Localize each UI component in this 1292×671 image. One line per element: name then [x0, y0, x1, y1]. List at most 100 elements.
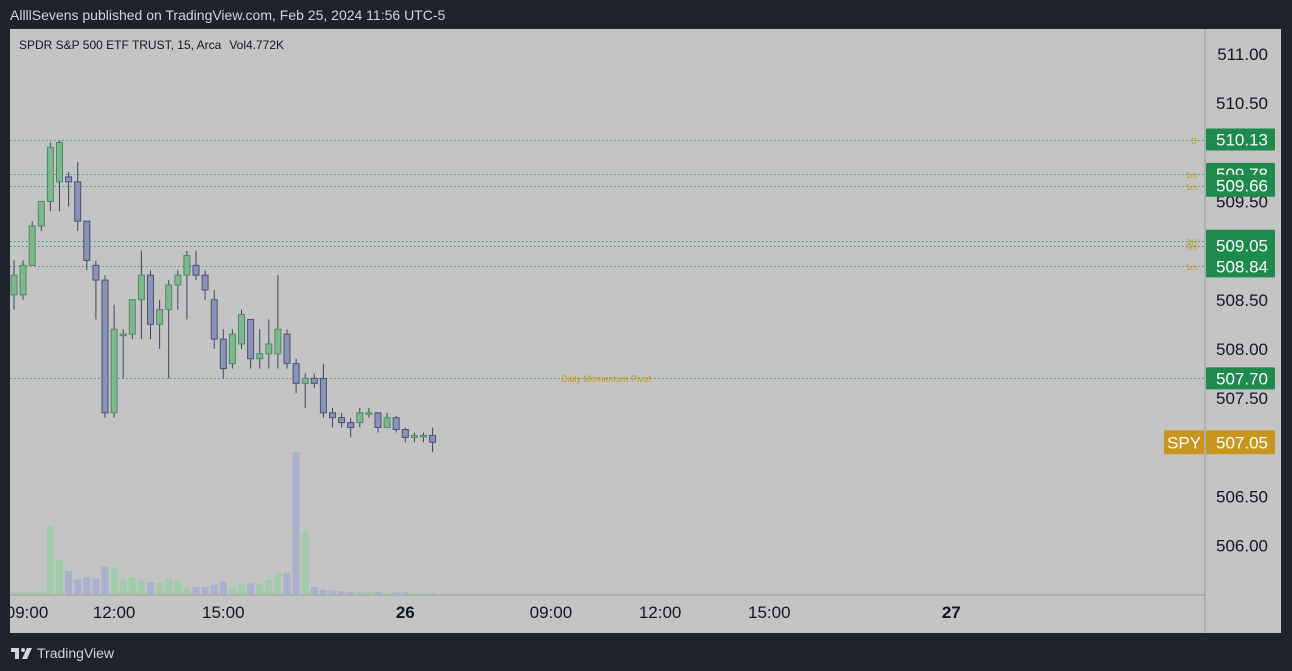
candle-body-31 — [292, 363, 300, 384]
candle-19[interactable] — [183, 250, 191, 320]
candle-body-19 — [183, 255, 191, 276]
candle-4[interactable] — [46, 142, 54, 212]
candle-36[interactable] — [338, 412, 346, 428]
x-tick-label-0: 09:00 — [10, 603, 48, 622]
volume-bar-3 — [37, 591, 45, 594]
volume-bar-28 — [265, 579, 273, 594]
candle-body-1 — [19, 264, 27, 296]
candle-13[interactable] — [128, 299, 136, 340]
candle-0[interactable] — [10, 260, 18, 310]
candle-body-6 — [65, 176, 73, 183]
chart-frame[interactable]: D 1m 1m 1H 5m 1m Daily Momentum Pivot 511.00 51… — [10, 29, 1281, 633]
volume-bar-45 — [420, 592, 427, 594]
candle-30[interactable] — [283, 329, 291, 369]
candle-37[interactable] — [347, 417, 355, 438]
tradingview-logo-icon — [11, 646, 33, 660]
candle-17[interactable] — [165, 280, 173, 379]
candle-14[interactable] — [137, 250, 145, 340]
y-tick-label-0: 511.00 — [1217, 45, 1268, 64]
candle-7[interactable] — [74, 162, 82, 231]
candlesticks[interactable] — [10, 140, 437, 453]
level-tag-0: D — [1191, 137, 1197, 146]
candle-44[interactable] — [410, 432, 418, 443]
volume-value: 4.772K — [246, 38, 284, 52]
candle-12[interactable] — [119, 329, 127, 379]
volume-bar-18 — [174, 580, 182, 594]
candle-20[interactable] — [192, 250, 200, 281]
candle-3[interactable] — [37, 200, 45, 231]
candle-45[interactable] — [420, 432, 427, 443]
candle-body-14 — [137, 274, 145, 301]
volume-bar-13 — [128, 577, 136, 594]
x-tick-label-6: 15:00 — [748, 603, 791, 622]
candle-2[interactable] — [28, 221, 36, 266]
volume-bar-9 — [92, 578, 100, 594]
level-badge-0 — [1206, 128, 1275, 151]
candle-28[interactable] — [265, 319, 273, 369]
candle-42[interactable] — [392, 415, 400, 433]
candle-body-23 — [219, 338, 227, 370]
candle-15[interactable] — [147, 270, 154, 340]
volume-bar-17 — [165, 579, 173, 594]
candle-18[interactable] — [174, 270, 182, 310]
candle-39[interactable] — [365, 407, 373, 418]
candle-6[interactable] — [65, 171, 73, 207]
candle-1[interactable] — [19, 260, 27, 300]
level-tag-4: 5m — [1186, 243, 1197, 252]
candle-46[interactable] — [429, 427, 437, 453]
candle-11[interactable] — [110, 304, 118, 418]
volume-bar-26 — [247, 583, 255, 594]
candle-8[interactable] — [83, 220, 91, 271]
candle-21[interactable] — [201, 270, 209, 300]
volume-bar-42 — [392, 592, 400, 594]
level-tag-3: 1H — [1187, 238, 1197, 247]
candle-body-15 — [147, 274, 154, 325]
volume-bar-39 — [365, 591, 373, 594]
candle-body-22 — [210, 299, 218, 340]
candle-body-20 — [192, 264, 200, 276]
candle-34[interactable] — [319, 363, 327, 418]
candle-29[interactable] — [274, 275, 282, 369]
candle-body-11 — [110, 328, 118, 414]
candle-43[interactable] — [401, 427, 409, 443]
candle-27[interactable] — [256, 329, 264, 369]
volume-bar-38 — [356, 591, 364, 594]
volume-bar-23 — [219, 581, 227, 594]
candle-40[interactable] — [374, 412, 382, 433]
volume-bars — [10, 452, 437, 594]
volume-bar-32 — [301, 530, 309, 594]
symbol-badge — [1164, 430, 1204, 455]
candle-body-29 — [274, 328, 282, 355]
y-tick-label-5: 507.50 — [1216, 389, 1268, 408]
tradingview-brand: TradingView — [37, 645, 115, 661]
candle-16[interactable] — [156, 299, 164, 349]
candle-24[interactable] — [228, 329, 236, 369]
candle-22[interactable] — [210, 289, 218, 349]
candle-body-32 — [301, 377, 309, 384]
candle-41[interactable] — [383, 412, 391, 429]
candle-35[interactable] — [329, 407, 336, 428]
candle-25[interactable] — [238, 309, 245, 349]
level-badge-label-2: 509.66 — [1216, 177, 1268, 196]
level-tag-2: 1m — [1186, 183, 1197, 192]
candle-5[interactable] — [56, 140, 63, 212]
volume-bar-30 — [283, 572, 291, 594]
candle-23[interactable] — [219, 329, 227, 379]
y-tick-label-6: 506.50 — [1216, 487, 1268, 506]
candle-26[interactable] — [247, 318, 255, 369]
candle-33[interactable] — [310, 373, 318, 389]
candle-9[interactable] — [92, 260, 100, 320]
candle-31[interactable] — [292, 358, 300, 394]
volume-bar-7 — [74, 579, 82, 594]
volume-bar-20 — [192, 586, 200, 594]
last-price-label: 507.05 — [1216, 433, 1268, 452]
candle-body-46 — [429, 434, 437, 443]
candle-10[interactable] — [101, 275, 109, 418]
volume-bar-22 — [210, 584, 218, 594]
tradingview-footer[interactable]: TradingView — [11, 643, 114, 663]
candle-38[interactable] — [356, 407, 364, 428]
candle-32[interactable] — [301, 373, 309, 408]
volume-bar-0 — [10, 591, 18, 594]
